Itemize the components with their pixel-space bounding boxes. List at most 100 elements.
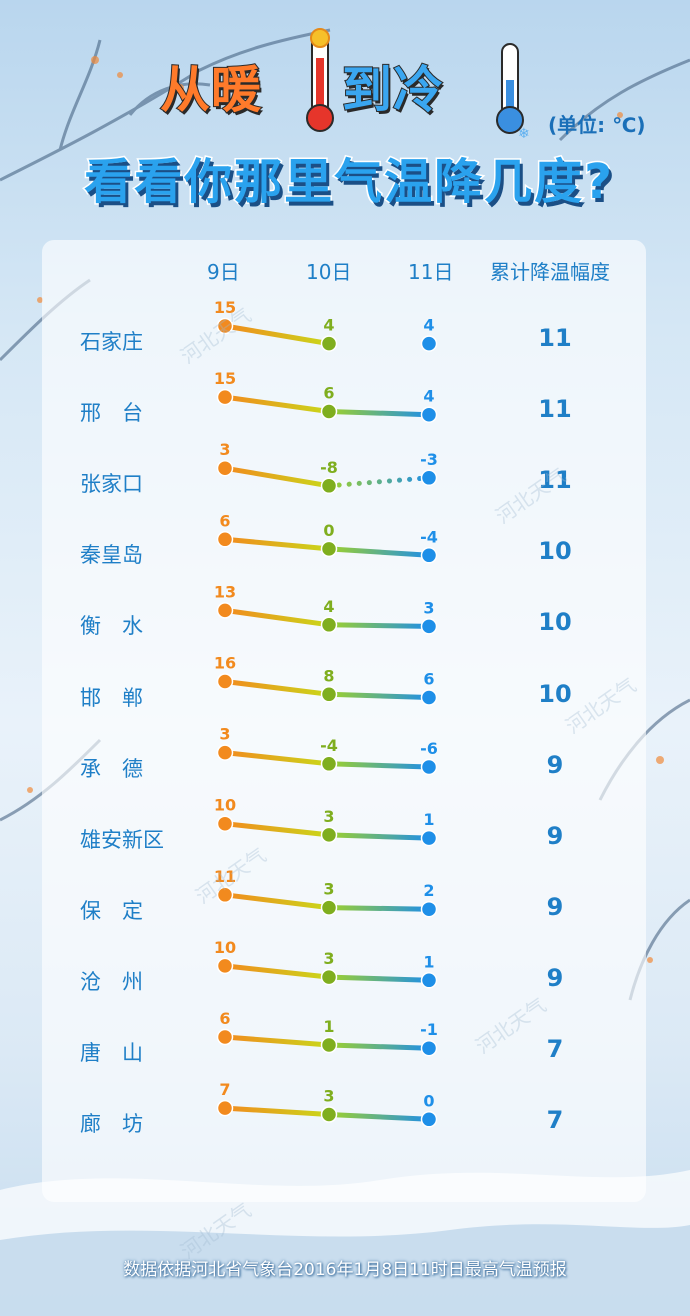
temp-label: 6 xyxy=(219,511,230,530)
temp-segment xyxy=(222,465,332,489)
temp-point xyxy=(320,616,338,634)
temp-point xyxy=(420,618,438,635)
temp-point xyxy=(216,1028,234,1046)
temp-label: 0 xyxy=(323,521,334,540)
temp-point xyxy=(420,1111,438,1128)
city-label: 秦皇岛 xyxy=(80,543,143,568)
temp-segment xyxy=(326,974,432,983)
temp-label: 13 xyxy=(214,582,236,601)
temp-label: 6 xyxy=(323,384,334,403)
temp-label: 7 xyxy=(219,1080,230,1099)
temp-point xyxy=(216,957,234,975)
temp-label: 15 xyxy=(214,298,236,317)
temp-label: 3 xyxy=(323,949,334,968)
temp-point xyxy=(420,829,438,847)
temp-segment xyxy=(326,1112,432,1122)
temp-label: -8 xyxy=(320,458,338,477)
city-label: 保 定 xyxy=(80,898,143,923)
title-cold-text: 到冷 xyxy=(341,60,444,120)
temp-segment xyxy=(222,394,332,414)
city-label: 张家口 xyxy=(80,472,143,497)
temp-point xyxy=(420,689,438,706)
cumulative-drop-value: 10 xyxy=(538,608,572,637)
temp-label: 3 xyxy=(323,1087,334,1106)
temp-label: 6 xyxy=(219,1009,230,1028)
temp-point xyxy=(320,540,338,558)
header-total-drop: 累计降温幅度 xyxy=(490,260,610,284)
cumulative-drop-value: 11 xyxy=(538,324,572,352)
cumulative-drop-value: 9 xyxy=(546,963,564,992)
temp-point xyxy=(420,547,438,564)
title-warm-text: 从暖 xyxy=(159,60,262,120)
temp-segment xyxy=(222,892,332,911)
city-label: 石家庄 xyxy=(80,330,143,354)
temp-label: 0 xyxy=(423,1091,434,1110)
temp-point xyxy=(320,477,338,495)
temp-point xyxy=(420,972,438,989)
temp-segment xyxy=(326,1042,432,1051)
temp-segment xyxy=(326,409,432,418)
temp-segment xyxy=(326,622,432,629)
temp-label: 11 xyxy=(214,867,236,886)
header-day9: 9日 xyxy=(207,260,240,284)
city-label: 衡 水 xyxy=(80,614,143,639)
temp-label: 10 xyxy=(214,796,236,815)
temp-segment xyxy=(222,536,332,552)
cumulative-drop-value: 10 xyxy=(538,537,572,566)
city-label: 邢 台 xyxy=(80,401,143,426)
temp-label: 4 xyxy=(323,316,334,335)
temp-point xyxy=(320,335,338,352)
temp-point xyxy=(320,899,338,916)
temp-label: 1 xyxy=(423,810,434,829)
temp-segment xyxy=(326,832,432,841)
temp-segment xyxy=(326,905,432,912)
temp-point xyxy=(420,758,438,776)
cumulative-drop-value: 9 xyxy=(546,750,564,779)
cumulative-drop-value: 11 xyxy=(538,466,572,495)
temp-label: 4 xyxy=(323,597,334,616)
temp-point xyxy=(320,1106,338,1123)
temp-label: -1 xyxy=(420,1020,438,1039)
cumulative-drop-value: 7 xyxy=(546,1035,564,1063)
temp-point xyxy=(216,459,234,477)
city-label: 沧 州 xyxy=(80,969,143,994)
temp-point xyxy=(216,886,234,904)
temp-point xyxy=(216,815,234,832)
temp-label: 3 xyxy=(423,598,434,617)
temp-point xyxy=(216,388,234,406)
city-label: 邯 郸 xyxy=(80,685,143,710)
data-source-footer: 数据依据河北省气象台2016年1月8日11时日最高气温预报 xyxy=(123,1260,567,1280)
temp-label: 15 xyxy=(214,369,236,388)
temp-label: -4 xyxy=(320,736,338,755)
cumulative-drop-value: 10 xyxy=(538,679,572,708)
temp-point xyxy=(216,531,234,548)
city-label: 雄安新区 xyxy=(80,827,164,852)
temp-point xyxy=(420,335,438,352)
temp-label: 1 xyxy=(323,1017,334,1036)
temp-point xyxy=(216,744,234,761)
header-day11: 11日 xyxy=(408,260,454,284)
temp-label: -3 xyxy=(420,450,438,469)
temp-label: 4 xyxy=(423,387,434,406)
temp-label: -4 xyxy=(420,527,438,546)
temp-point xyxy=(320,1036,338,1054)
subtitle: 看看你那里气温降几度? xyxy=(83,153,614,212)
temp-segment xyxy=(222,679,332,697)
temp-point xyxy=(216,1099,234,1117)
temp-segment xyxy=(326,546,432,558)
data-panel xyxy=(42,240,646,1202)
header-day10: 10日 xyxy=(306,260,352,284)
temp-point xyxy=(420,406,438,423)
temp-point xyxy=(420,900,438,918)
temp-label: 1 xyxy=(423,952,434,971)
temp-label: 3 xyxy=(219,725,230,744)
temp-point xyxy=(216,317,234,335)
warm-thermometer-icon xyxy=(306,28,334,132)
cumulative-drop-value: 9 xyxy=(546,892,564,921)
temp-segment xyxy=(222,1034,332,1048)
city-label: 唐 山 xyxy=(80,1041,143,1065)
temp-segment xyxy=(222,750,332,767)
temp-point xyxy=(420,469,438,487)
